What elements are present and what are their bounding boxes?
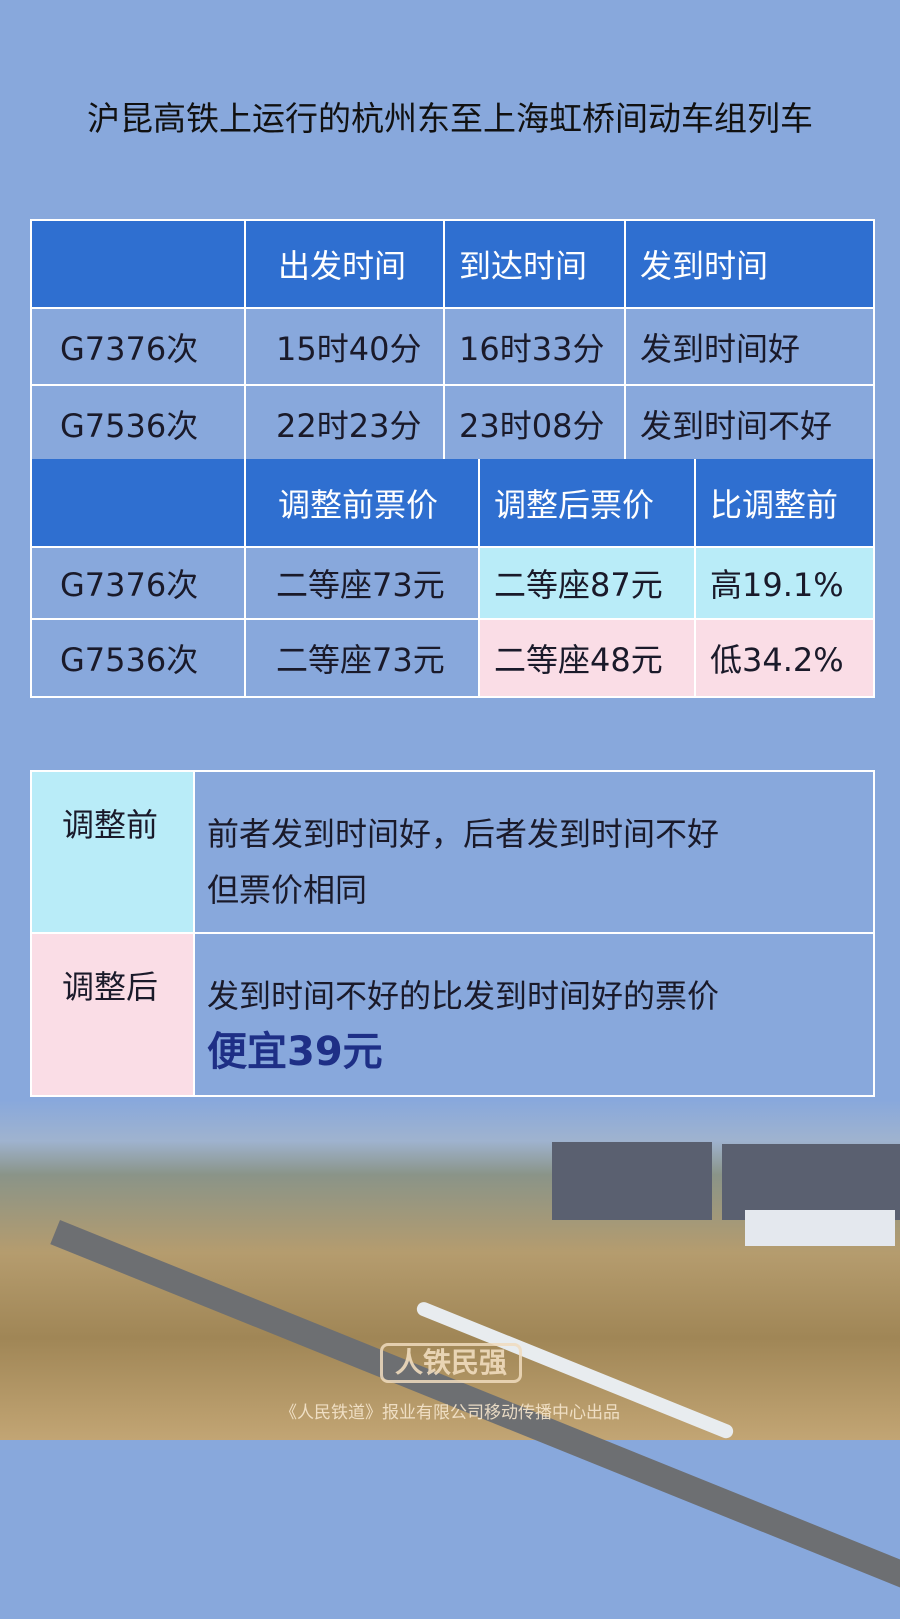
header-cell: 出发时间: [246, 221, 445, 307]
after-text: 发到时间不好的比发到时间好的票价 便宜39元: [195, 934, 873, 1095]
summary-before: 调整前 前者发到时间好，后者发到时间不好 但票价相同: [32, 772, 873, 934]
train-number: G7536次: [32, 620, 246, 696]
after-label: 调整后: [32, 934, 195, 1095]
schedule-table: 出发时间 到达时间 发到时间 G7376次 15时40分 16时33分 发到时间…: [30, 219, 875, 464]
railway-photo: [0, 1100, 900, 1619]
price-table: 调整前票价 调整后票价 比调整前 G7376次 二等座73元 二等座87元 高1…: [30, 459, 875, 698]
timing-rating: 发到时间不好: [640, 407, 833, 445]
price-change: 高19.1%: [696, 548, 873, 618]
departure-time: 22时23分: [246, 386, 445, 462]
price-before: 二等座73元: [246, 548, 480, 618]
before-line-1: 前者发到时间好，后者发到时间不好: [207, 815, 720, 853]
before-line-2: 但票价相同: [207, 871, 368, 909]
header-cell: 发到时间: [640, 247, 769, 285]
page-title: 沪昆高铁上运行的杭州东至上海虹桥间动车组列车: [87, 99, 813, 138]
table-row: G7536次 22时23分 23时08分 发到时间不好: [32, 386, 873, 462]
before-text: 前者发到时间好，后者发到时间不好 但票价相同: [195, 772, 873, 932]
header-cell: 到达时间: [445, 221, 626, 307]
price-after: 二等座48元: [480, 620, 696, 696]
table-header-row: 出发时间 到达时间 发到时间: [32, 221, 873, 309]
building: [722, 1144, 900, 1220]
after-line-1: 发到时间不好的比发到时间好的票价: [207, 977, 720, 1015]
arrival-time: 23时08分: [445, 386, 626, 462]
before-label: 调整前: [32, 772, 195, 932]
train-number: G7536次: [32, 386, 246, 462]
train-number: G7376次: [32, 309, 246, 384]
building: [745, 1210, 895, 1246]
header-cell: [32, 459, 246, 546]
summary-after: 调整后 发到时间不好的比发到时间好的票价 便宜39元: [32, 934, 873, 1095]
timing-rating: 发到时间好: [640, 329, 801, 368]
price-before: 二等座73元: [246, 620, 480, 696]
table-row: G7376次 15时40分 16时33分 发到时间好: [32, 309, 873, 386]
train-number: G7376次: [32, 548, 246, 618]
price-after: 二等座87元: [480, 548, 696, 618]
savings-highlight: 便宜39元: [207, 1029, 383, 1075]
logo-watermark: 人铁民强: [380, 1343, 522, 1383]
table-row: G7536次 二等座73元 二等座48元 低34.2%: [32, 620, 873, 696]
table-row: G7376次 二等座73元 二等座87元 高19.1%: [32, 548, 873, 620]
table-header-row: 调整前票价 调整后票价 比调整前: [32, 459, 873, 548]
departure-time: 15时40分: [246, 309, 445, 384]
summary-box: 调整前 前者发到时间好，后者发到时间不好 但票价相同 调整后 发到时间不好的比发…: [30, 770, 875, 1097]
building: [552, 1142, 712, 1220]
arrival-time: 16时33分: [445, 309, 626, 384]
credit-text: 《人民铁道》报业有限公司移动传播中心出品: [280, 1403, 620, 1423]
header-cell: 比调整前: [710, 485, 839, 524]
header-cell: [32, 221, 246, 307]
price-change: 低34.2%: [696, 620, 873, 696]
header-cell: 调整后票价: [480, 459, 696, 546]
header-cell: 调整前票价: [246, 459, 480, 546]
